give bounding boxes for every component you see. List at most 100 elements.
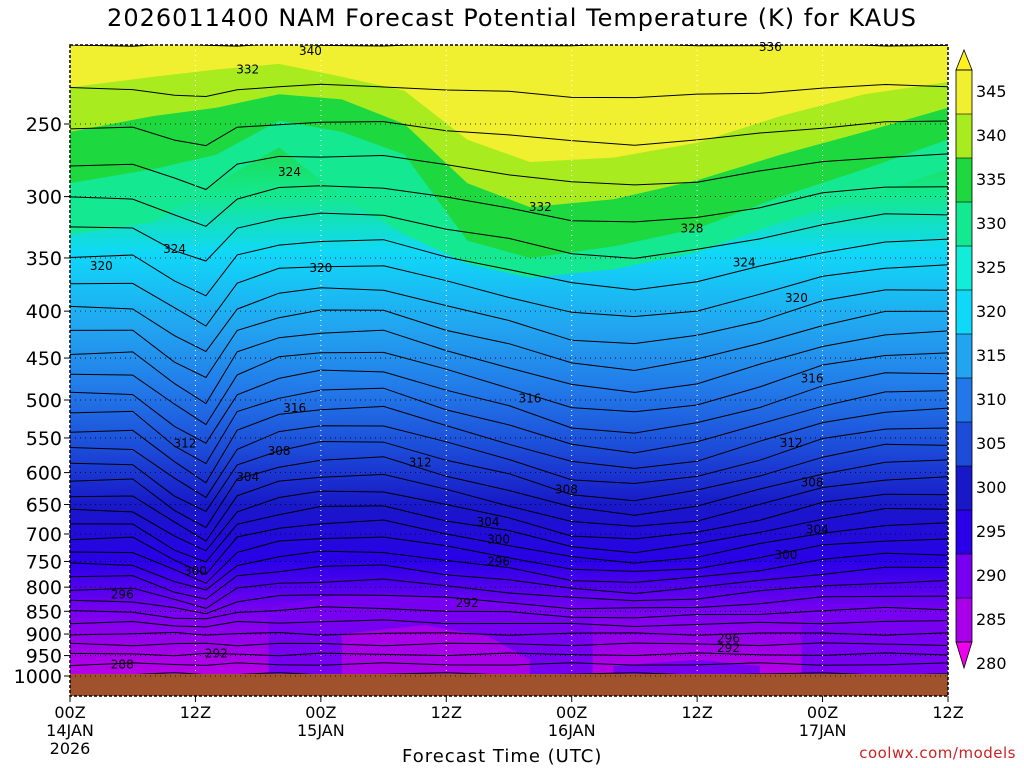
isentrope-line <box>70 619 948 628</box>
y-tick-label: 400 <box>26 301 62 323</box>
contour-label: 312 <box>780 436 803 450</box>
x-axis-label: Forecast Time (UTC) <box>402 746 603 767</box>
y-axis-ticks: 2503003504004505005506006507007508008509… <box>14 114 70 688</box>
colorbar-label: 330 <box>976 214 1007 233</box>
colorbar-min-arrow <box>955 641 973 670</box>
contour-label: 320 <box>785 291 808 305</box>
y-tick-label: 350 <box>26 248 62 270</box>
contour-label: 320 <box>90 259 113 273</box>
contour-label: 324 <box>733 256 756 270</box>
contour-band-340 <box>70 45 948 162</box>
isentrope-line <box>70 456 948 529</box>
colorbar-segment <box>956 378 972 422</box>
y-tick-label: 900 <box>26 624 62 646</box>
x-tick-label: 12Z <box>431 703 462 722</box>
contour-label: 300 <box>184 564 207 578</box>
contour-label: 332 <box>529 200 552 214</box>
colorbar-segment <box>956 334 972 378</box>
y-tick-label: 850 <box>26 601 62 623</box>
y-tick-label: 500 <box>26 390 62 412</box>
colorbar-label: 280 <box>976 654 1007 673</box>
chart-title: 2026011400 NAM Forecast Potential Temper… <box>107 4 917 32</box>
contour-label: 292 <box>717 641 740 655</box>
colorbar-segment <box>956 510 972 554</box>
colorbar-segment <box>956 422 972 466</box>
contour-label: 320 <box>309 261 332 275</box>
x-tick-label: 12Z <box>932 703 963 722</box>
contour-label: 316 <box>801 372 824 386</box>
contour-label: 308 <box>555 482 578 496</box>
isentrope-line <box>70 351 948 426</box>
y-tick-label: 800 <box>26 577 62 599</box>
x-tick-label: 12Z <box>681 703 712 722</box>
credit-text: coolwx.com/models <box>859 744 1016 762</box>
plot-frame <box>69 44 949 697</box>
y-tick-label: 950 <box>26 646 62 668</box>
contour-label: 340 <box>299 44 322 58</box>
isentrope-line <box>70 387 948 465</box>
isentrope-line <box>70 185 948 227</box>
isentrope-line <box>70 473 948 542</box>
x-tick-label: 15JAN <box>297 721 345 740</box>
colorbar-segment <box>956 158 972 202</box>
x-tick-label: 16JAN <box>548 721 596 740</box>
contour-label: 300 <box>487 533 510 547</box>
x-tick-label: 00Z <box>807 703 838 722</box>
y-tick-label: 1000 <box>14 666 62 688</box>
colorbar-label: 305 <box>976 434 1007 453</box>
contour-label: 312 <box>174 437 197 451</box>
y-tick-label: 750 <box>26 551 62 573</box>
colorbar-label: 340 <box>976 126 1007 145</box>
colorbar-label: 295 <box>976 522 1007 541</box>
colorbar-label: 290 <box>976 566 1007 585</box>
isentrope-line <box>70 642 948 647</box>
colorbar-max-arrow <box>955 48 973 71</box>
low-level-warm-pocket-3 <box>425 653 509 675</box>
x-tick-label: 00Z <box>54 703 85 722</box>
colorbar: 345 340 335 330 325 320 315 310 305 300 295 290 285 2… <box>955 48 1007 673</box>
contour-label: 324 <box>163 242 186 256</box>
x-tick-label: 00Z <box>556 703 587 722</box>
contour-label: 308 <box>801 475 824 489</box>
colorbar-label: 325 <box>976 258 1007 277</box>
colorbar-segment <box>956 70 972 114</box>
contour-labels: 340 336 332 332 328 324 324 324 320 320 320 316 316 3… <box>90 40 829 672</box>
x-tick-label: 12Z <box>180 703 211 722</box>
contour-label: 312 <box>409 456 432 470</box>
y-tick-label: 300 <box>26 187 62 209</box>
colorbar-label: 285 <box>976 610 1007 629</box>
colorbar-segment <box>956 246 972 290</box>
colorbar-segment <box>956 290 972 334</box>
isentrope-line <box>70 564 948 600</box>
colorbar-segment <box>956 114 972 158</box>
contour-label: 308 <box>268 444 291 458</box>
colorbar-label: 345 <box>976 82 1007 101</box>
y-tick-label: 650 <box>26 494 62 516</box>
isentrope-line <box>70 519 948 576</box>
contour-label: 324 <box>278 165 301 179</box>
colorbar-segment <box>956 202 972 246</box>
filled-contour-bands <box>70 45 948 675</box>
contour-label: 292 <box>456 596 479 610</box>
contour-label: 316 <box>283 401 306 415</box>
y-tick-label: 600 <box>26 463 62 485</box>
contour-label: 296 <box>717 631 740 645</box>
colorbar-segment <box>956 466 972 510</box>
colorbar-label: 335 <box>976 170 1007 189</box>
colorbar-segment <box>956 554 972 598</box>
contour-label: 288 <box>111 658 134 672</box>
isentrope-line <box>70 606 948 620</box>
plot-area <box>70 45 948 675</box>
x-tick-label: 00Z <box>305 703 336 722</box>
y-tick-label: 550 <box>26 428 62 450</box>
y-tick-label: 450 <box>26 348 62 370</box>
x-tick-label: 17JAN <box>799 721 847 740</box>
ground-bar <box>70 674 948 696</box>
x-tick-label: 14JAN <box>46 721 94 740</box>
contour-label: 304 <box>236 470 259 484</box>
colorbar-label: 320 <box>976 302 1007 321</box>
contour-label: 296 <box>487 554 510 568</box>
